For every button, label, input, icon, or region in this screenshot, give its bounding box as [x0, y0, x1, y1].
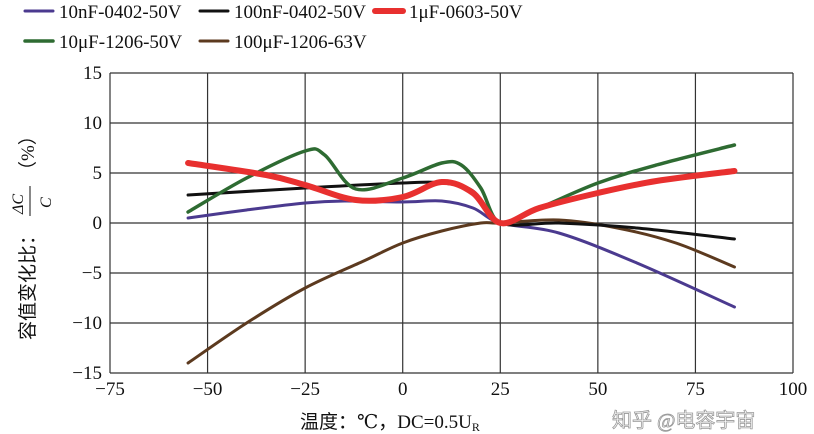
- y-tick-label: 5: [93, 163, 103, 184]
- series-lines: [185, 143, 738, 365]
- x-tick-label: 75: [686, 379, 705, 400]
- x-tick-label: −75: [95, 379, 125, 400]
- y-axis-label-text: 容值变化比：: [17, 226, 39, 340]
- watermark: 知乎 @电容宇宙: [612, 409, 755, 432]
- y-axis-label: 容值变化比： ΔC C （%）: [10, 126, 55, 340]
- x-tick-label: 100: [779, 379, 808, 400]
- y-tick-label: −15: [72, 363, 102, 384]
- legend-label: 10μF-1206-50V: [59, 32, 182, 53]
- y-tick-label: 15: [83, 63, 102, 84]
- series-line-3: [186, 143, 737, 226]
- y-tick-label: −10: [72, 313, 102, 334]
- series-line-0: [186, 199, 736, 309]
- series-line-2: [185, 160, 738, 227]
- x-axis-label: 温度：℃，DC=0.5UR: [300, 411, 480, 434]
- y-axis-label-denominator: C: [38, 197, 55, 208]
- y-tick-label: 0: [93, 213, 103, 234]
- y-tick-label: −5: [82, 263, 102, 284]
- legend-label: 1μF-0603-50V: [409, 2, 523, 23]
- x-tick-label: 50: [588, 379, 607, 400]
- grid: [109, 72, 794, 374]
- y-tick-label: 10: [83, 113, 102, 134]
- x-tick-label: −25: [290, 379, 320, 400]
- legend-label: 10nF-0402-50V: [59, 2, 182, 23]
- x-tick-label: −50: [193, 379, 223, 400]
- x-tick-label: 25: [491, 379, 510, 400]
- legend: 10nF-0402-50V 100nF-0402-50V 1μF-0603-50V 1…: [23, 2, 523, 53]
- y-axis-label-numerator: ΔC: [10, 194, 27, 215]
- x-tick-label: 0: [398, 379, 408, 400]
- legend-label: 100nF-0402-50V: [234, 2, 366, 23]
- legend-label: 100μF-1206-63V: [234, 32, 367, 53]
- series-line-1: [186, 180, 736, 241]
- y-axis-label-unit: （%）: [17, 126, 39, 180]
- series-line-4: [186, 218, 736, 365]
